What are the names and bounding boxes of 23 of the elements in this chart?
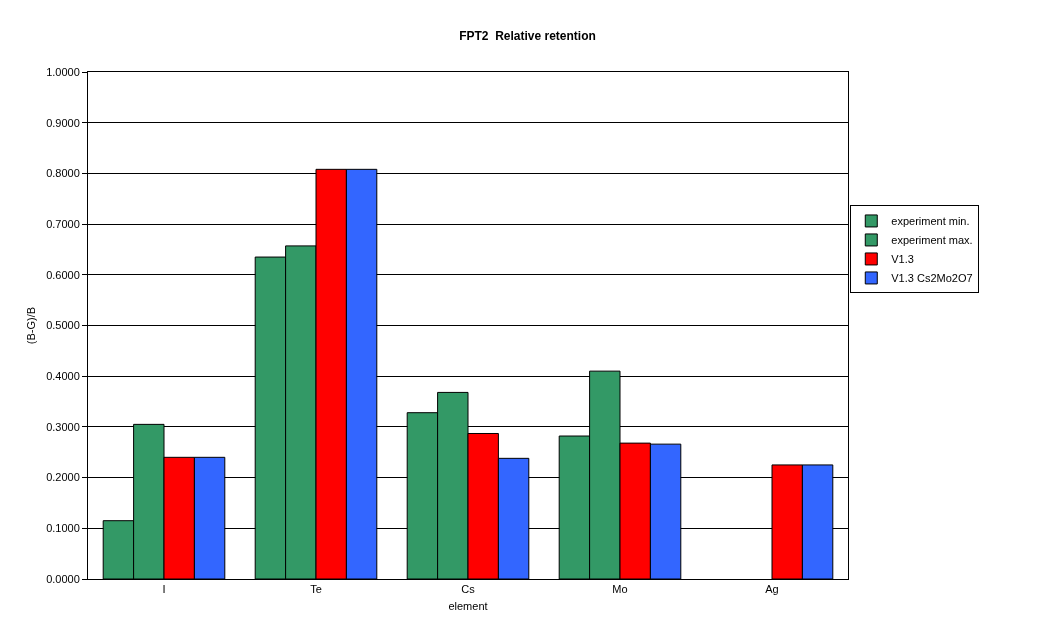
y-tick-label: 0.1000 <box>46 522 80 535</box>
y-tick-label: 1.0000 <box>46 65 80 78</box>
legend-label: experiment min. <box>891 215 970 228</box>
x-axis-title: element <box>448 600 488 613</box>
y-tick-label: 0.0000 <box>46 572 80 585</box>
y-tick-label: 0.6000 <box>46 268 80 281</box>
x-tick-label: Te <box>310 583 322 596</box>
legend-label: experiment max. <box>891 234 973 247</box>
chart-title: FPT2 Relative retention <box>459 29 596 44</box>
y-tick-label: 0.7000 <box>46 217 80 230</box>
x-tick-label: Cs <box>461 583 476 596</box>
y-tick-label: 0.3000 <box>46 420 80 433</box>
legend-label: V1.3 <box>891 253 914 266</box>
x-tick-label: I <box>162 583 166 596</box>
y-tick-label: 0.5000 <box>46 319 80 332</box>
x-tick-label: Ag <box>765 583 779 596</box>
x-tick-label: Mo <box>612 583 628 596</box>
legend-label: V1.3 Cs2Mo2O7 <box>891 272 973 285</box>
y-tick-label: 0.8000 <box>46 167 80 180</box>
y-tick-label: 0.9000 <box>46 116 80 129</box>
y-axis-title: (B-G)/B <box>24 306 37 345</box>
y-tick-label: 0.2000 <box>46 471 80 484</box>
y-tick-label: 0.4000 <box>46 370 80 383</box>
